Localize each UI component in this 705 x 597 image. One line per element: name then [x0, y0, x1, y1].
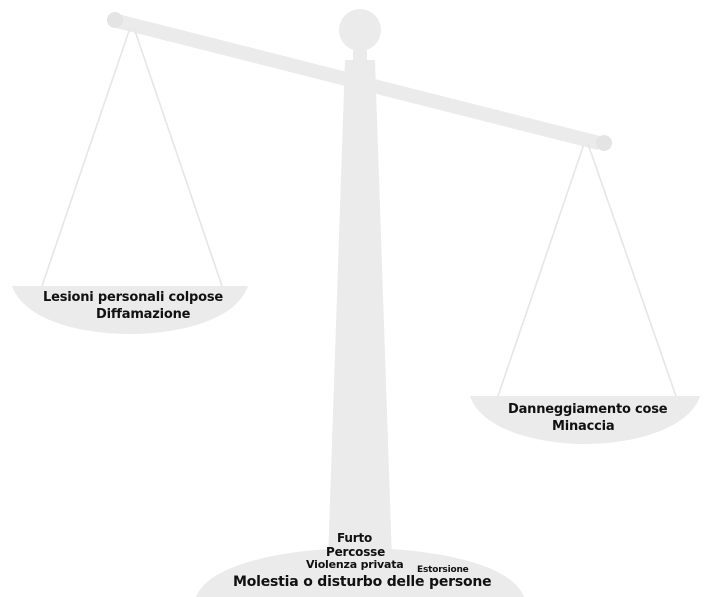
base-item-furto: Furto — [337, 531, 373, 545]
base-item-estorsione: Estorsione — [417, 565, 469, 575]
scale-beam — [116, 14, 600, 150]
left-pan — [12, 286, 248, 334]
left-string-inner — [133, 27, 223, 287]
scale-pillar — [328, 60, 392, 560]
scale-base — [196, 548, 524, 597]
left-pan-item-2: Diffamazione — [96, 307, 191, 322]
scale-finial — [339, 9, 381, 51]
right-pan-item-1: Danneggiamento cose — [508, 402, 668, 417]
right-string-outer — [497, 143, 585, 397]
base-item-violenza-privata: Violenza privata — [306, 558, 404, 571]
right-string-inner — [587, 143, 677, 397]
right-pan-item-2: Minaccia — [552, 419, 615, 434]
scale-finial-neck — [353, 44, 367, 68]
base-item-molestia: Molestia o disturbo delle persone — [233, 574, 492, 590]
left-string-outer — [41, 27, 131, 287]
base-item-percosse: Percosse — [326, 545, 386, 559]
scale-graphic — [12, 9, 700, 597]
left-pan-item-1: Lesioni personali colpose — [43, 290, 224, 305]
left-beam-knob — [107, 12, 123, 28]
right-pan — [470, 396, 700, 444]
right-beam-knob — [596, 135, 612, 151]
